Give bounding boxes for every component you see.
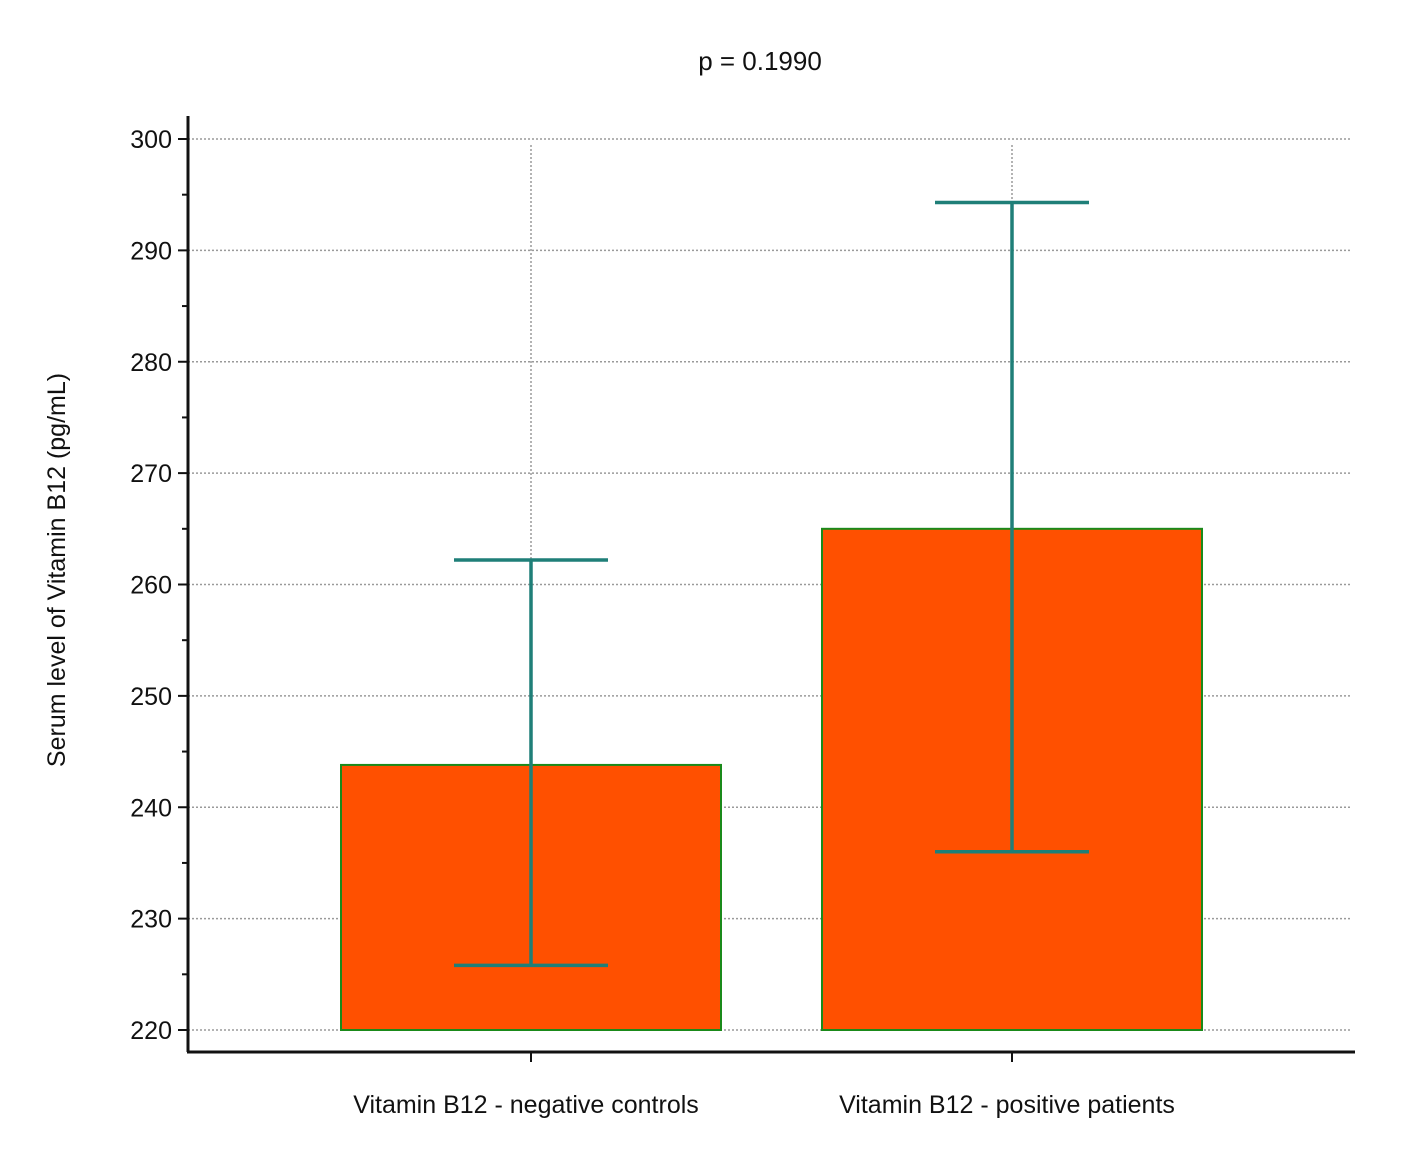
y-tick-label: 290 bbox=[130, 237, 172, 265]
y-tick-label: 250 bbox=[130, 683, 172, 711]
x-category-label: Vitamin B12 - positive patients bbox=[839, 1091, 1175, 1119]
axes-layer bbox=[178, 116, 1355, 1062]
chart-title: p = 0.1990 bbox=[698, 46, 822, 76]
error-bars-layer bbox=[454, 200, 1089, 968]
y-tick-label: 300 bbox=[130, 126, 172, 154]
labels-layer: 220 230 240 250 260 270 280 290 300 Vitamin B12 -… bbox=[130, 126, 1175, 1119]
x-category-label: Vitamin B12 - negative controls bbox=[353, 1091, 699, 1119]
y-tick-label: 230 bbox=[130, 906, 172, 934]
y-axis-label: Serum level of Vitamin B12 (pg/mL) bbox=[43, 373, 71, 767]
y-tick-label: 220 bbox=[130, 1017, 172, 1045]
y-tick-label: 260 bbox=[130, 572, 172, 600]
y-tick-label: 270 bbox=[130, 460, 172, 488]
y-tick-label: 280 bbox=[130, 349, 172, 377]
bars-layer bbox=[340, 527, 1203, 1031]
y-tick-label: 240 bbox=[130, 794, 172, 822]
